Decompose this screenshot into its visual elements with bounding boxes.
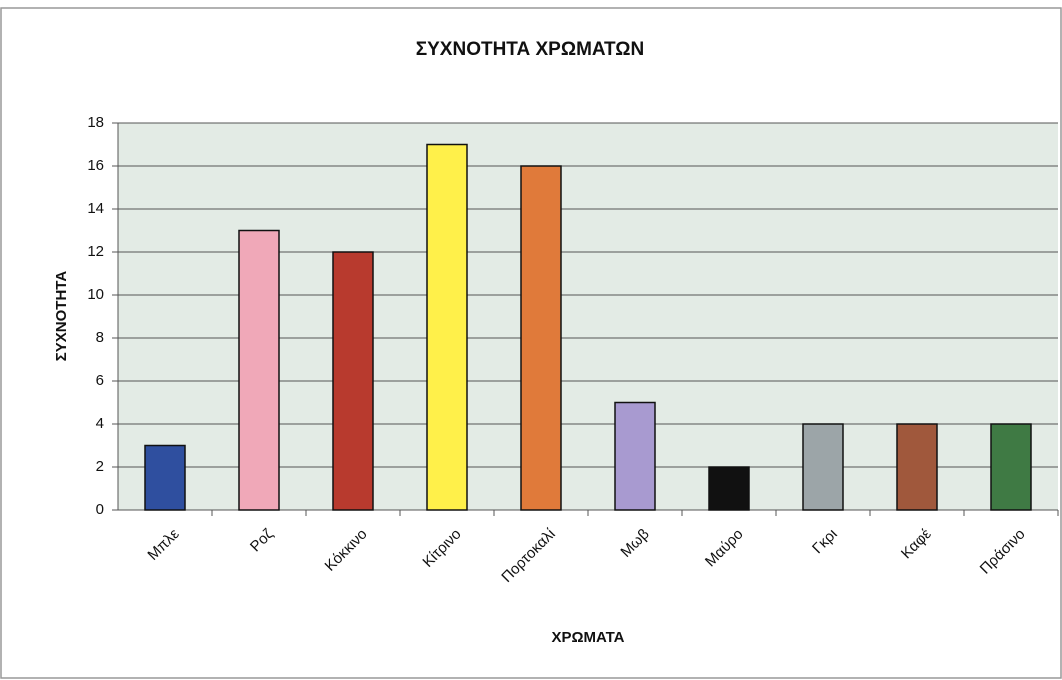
- y-tick-label: 18: [87, 114, 104, 131]
- y-tick-label: 4: [96, 415, 104, 432]
- bar: [238, 229, 280, 511]
- bar: [144, 444, 186, 511]
- y-tick-label: 10: [87, 286, 104, 303]
- chart-title: ΣΥΧΝΟΤΗΤΑ ΧΡΩΜΑΤΩΝ: [416, 39, 645, 60]
- y-tick-label: 12: [87, 243, 104, 260]
- bar: [708, 466, 750, 511]
- y-tick-label: 8: [96, 329, 104, 346]
- bar: [332, 251, 374, 511]
- bar: [426, 143, 468, 511]
- x-axis-label: ΧΡΩΜΑΤΑ: [551, 629, 624, 646]
- y-tick-label: 16: [87, 157, 104, 174]
- y-tick-label: 6: [96, 372, 104, 389]
- y-tick-label: 2: [96, 458, 104, 475]
- bar: [990, 423, 1032, 511]
- bar: [802, 423, 844, 511]
- y-axis-label: ΣΥΧΝΟΤΗΤΑ: [53, 271, 70, 362]
- y-tick-label: 0: [96, 501, 104, 518]
- bar: [520, 165, 562, 511]
- bar: [896, 423, 938, 511]
- y-tick-label: 14: [87, 200, 104, 217]
- bar: [614, 401, 656, 511]
